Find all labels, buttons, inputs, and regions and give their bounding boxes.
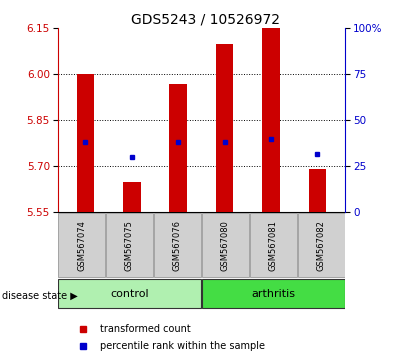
FancyBboxPatch shape xyxy=(106,213,153,277)
Text: GSM567075: GSM567075 xyxy=(125,220,134,270)
Text: GSM567082: GSM567082 xyxy=(317,220,326,270)
Bar xyxy=(309,170,326,212)
Text: GSM567081: GSM567081 xyxy=(269,220,278,270)
Text: GDS5243 / 10526972: GDS5243 / 10526972 xyxy=(131,12,280,27)
Text: arthritis: arthritis xyxy=(251,289,296,299)
FancyBboxPatch shape xyxy=(249,213,297,277)
Bar xyxy=(123,182,141,212)
Bar xyxy=(169,84,187,212)
Text: percentile rank within the sample: percentile rank within the sample xyxy=(101,341,266,351)
FancyBboxPatch shape xyxy=(58,213,105,277)
FancyBboxPatch shape xyxy=(58,280,201,308)
Text: disease state ▶: disease state ▶ xyxy=(2,291,78,301)
Text: transformed count: transformed count xyxy=(101,324,191,334)
Bar xyxy=(216,44,233,212)
Text: GSM567080: GSM567080 xyxy=(221,220,230,270)
Bar xyxy=(76,74,94,212)
FancyBboxPatch shape xyxy=(298,213,345,277)
Text: control: control xyxy=(110,289,149,299)
FancyBboxPatch shape xyxy=(202,213,249,277)
Text: GSM567076: GSM567076 xyxy=(173,219,182,271)
Bar xyxy=(262,28,280,212)
FancyBboxPatch shape xyxy=(202,280,345,308)
Text: GSM567074: GSM567074 xyxy=(77,220,86,270)
FancyBboxPatch shape xyxy=(154,213,201,277)
